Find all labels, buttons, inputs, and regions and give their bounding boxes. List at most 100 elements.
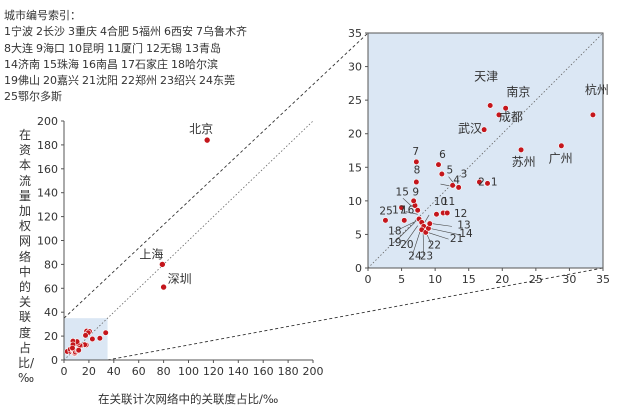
main-x-tick-label: 120 xyxy=(203,365,224,378)
main-x-tick-label: 160 xyxy=(253,365,274,378)
zoom-x-tick-label: 20 xyxy=(495,273,509,286)
zoom-number-label: 14 xyxy=(459,228,473,240)
zoom-data-point xyxy=(382,217,389,224)
main-x-axis-label: 在关联计次网络中的关联度占比/‰ xyxy=(98,392,279,406)
zoom-y-tick-label: 5 xyxy=(355,228,362,241)
zoom-data-point xyxy=(433,211,440,218)
zoom-x-tick-label: 30 xyxy=(562,273,576,286)
zoom-data-point xyxy=(476,178,483,186)
zoom-leader-line xyxy=(440,183,451,187)
main-data-point xyxy=(102,329,109,336)
zoom-y-tick-label: 30 xyxy=(348,61,362,74)
zoom-y-tick-label: 10 xyxy=(348,195,362,208)
zoom-data-point xyxy=(558,142,565,149)
zoom-city-label: 天津 xyxy=(474,70,498,84)
main-data-point xyxy=(203,136,211,144)
zoom-number-label: 8 xyxy=(414,164,421,176)
zoom-leader-line xyxy=(404,225,418,245)
zoom-data-point xyxy=(481,126,488,133)
zoom-x-tick-label: 25 xyxy=(529,273,543,286)
zoom-number-label: 22 xyxy=(428,240,441,252)
legend-item: 18哈尔滨 xyxy=(171,57,218,71)
zoom-leader-line xyxy=(429,228,459,235)
legend-item: 8大连 xyxy=(4,41,33,55)
main-x-tick-label: 100 xyxy=(178,365,199,378)
zoom-data-point xyxy=(487,102,494,109)
legend-item: 25鄂尔多斯 xyxy=(4,90,62,104)
zoom-x-tick-label: 10 xyxy=(428,273,442,286)
zoom-number-label: 17 xyxy=(392,205,405,217)
zoom-x-tick-label: 0 xyxy=(365,273,372,286)
zoom-data-point xyxy=(449,182,456,189)
main-x-tick-label: 20 xyxy=(82,365,96,378)
zoom-number-label: 16 xyxy=(401,205,415,217)
legend-line: 1宁波 2长沙 3重庆 4合肥 5福州 6西安 7乌鲁木齐 xyxy=(4,24,334,40)
zoom-city-label: 广州 xyxy=(549,152,573,166)
main-y-tick-label: 40 xyxy=(44,306,58,319)
zoom-leader-line xyxy=(412,230,421,256)
main-point-label: 上海 xyxy=(139,246,163,261)
main-x-tick-label: 200 xyxy=(303,365,324,378)
zoom-data-point xyxy=(438,170,445,178)
zoom-data-point xyxy=(484,180,491,187)
main-y-tick-label: 180 xyxy=(37,139,58,152)
legend-item: 23绍兴 xyxy=(160,74,196,88)
legend-line: 14济南 15珠海 16南昌 17石家庄 18哈尔滨 xyxy=(4,57,334,73)
main-data-point xyxy=(75,347,82,354)
zoom-data-point xyxy=(495,111,503,119)
zoom-number-label: 12 xyxy=(454,208,467,220)
zoom-data-point xyxy=(401,217,408,224)
zoom-data-point xyxy=(517,146,525,153)
zoom-city-label: 成都 xyxy=(499,110,523,124)
zoom-x-tick-label: 35 xyxy=(596,273,610,286)
legend-item: 15珠海 xyxy=(43,57,79,71)
zoom-data-point xyxy=(435,161,442,168)
legend-item: 24东莞 xyxy=(199,74,235,88)
zoom-leader-line xyxy=(405,211,418,215)
legend-item: 7乌鲁木齐 xyxy=(196,25,247,39)
zoom-number-label: 9 xyxy=(412,186,419,198)
zoom-number-label: 4 xyxy=(453,174,460,186)
main-y-tick-label: 20 xyxy=(44,330,58,343)
legend-item: 2长沙 xyxy=(36,25,65,39)
legend-item: 1宁波 xyxy=(4,25,33,39)
zoom-data-point xyxy=(414,207,421,214)
main-data-point xyxy=(82,332,89,339)
zoom-leader-line xyxy=(427,232,449,240)
main-y-tick-label: 200 xyxy=(37,115,58,128)
legend-line: 25鄂尔多斯 xyxy=(4,89,334,105)
main-y-tick-label: 140 xyxy=(37,187,58,200)
zoom-number-label: 23 xyxy=(420,250,433,262)
zoom-connector-line xyxy=(107,267,604,361)
main-y-tick-label: 80 xyxy=(44,258,58,271)
main-x-tick-label: 80 xyxy=(157,365,171,378)
zoom-number-label: 5 xyxy=(447,164,454,176)
zoom-y-tick-label: 25 xyxy=(348,94,362,107)
zoom-y-tick-label: 35 xyxy=(348,27,362,40)
legend-line: 8大连 9海口 10昆明 11厦门 12无锡 13青岛 xyxy=(4,41,334,57)
legend-item: 14济南 xyxy=(4,57,40,71)
zoom-leader-line xyxy=(402,197,412,207)
legend-item: 20嘉兴 xyxy=(43,74,79,88)
legend-item: 22郑州 xyxy=(121,74,157,88)
legend-item: 4合肥 xyxy=(100,25,129,39)
main-diagonal-line xyxy=(63,120,314,361)
zoom-x-tick-label: 5 xyxy=(398,273,405,286)
main-x-tick-label: 140 xyxy=(228,365,249,378)
legend-item: 6西安 xyxy=(164,25,193,39)
zoom-number-label: 1 xyxy=(491,176,498,188)
zoom-data-point xyxy=(444,209,451,217)
main-x-tick-label: 180 xyxy=(278,365,299,378)
zoom-number-label: 7 xyxy=(412,146,419,158)
main-data-point xyxy=(96,335,103,342)
zoom-city-label: 武汉 xyxy=(458,121,482,135)
legend-item: 3重庆 xyxy=(68,25,97,39)
zoom-number-label: 18 xyxy=(388,225,401,237)
legend-item: 17石家庄 xyxy=(121,57,168,71)
zoom-number-label: 11 xyxy=(442,196,455,208)
main-x-tick-label: 0 xyxy=(61,365,68,378)
zoom-data-point xyxy=(455,184,462,191)
zoom-data-point xyxy=(502,105,509,112)
zoom-data-point xyxy=(410,197,417,204)
